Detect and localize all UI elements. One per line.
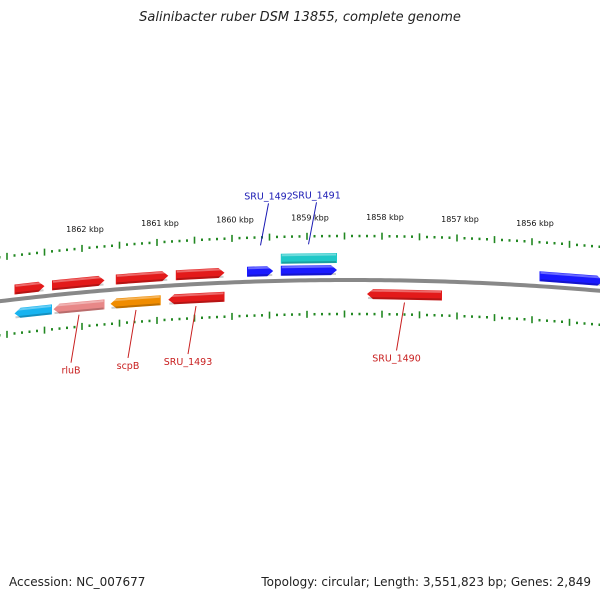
gene-shade: [116, 278, 168, 285]
gene-label-SRU_1493[interactable]: SRU_1493: [164, 357, 213, 368]
gene-highlight: [247, 266, 273, 270]
gene-arrow: [247, 266, 274, 277]
gene-shade: [54, 307, 104, 315]
gene-arrow: [115, 271, 169, 285]
gene-SRU_1490[interactable]: [367, 289, 442, 301]
scale-label: 1860 kbp: [216, 215, 254, 224]
scale-label: 1861 kbp: [141, 219, 179, 228]
gene-highlight: [15, 281, 44, 287]
gene-label-SRU_1490[interactable]: SRU_1490: [372, 354, 421, 365]
gene-shade: [281, 261, 337, 264]
gene-highlight: [52, 275, 104, 283]
scale-label: 1862 kbp: [66, 225, 104, 234]
gene-layer: [14, 253, 600, 319]
gene-highlight: [540, 271, 600, 279]
gene-scpB[interactable]: [110, 295, 161, 309]
gene-label-SRU_1491[interactable]: SRU_1491: [292, 190, 341, 201]
map-title: Salinibacter ruber DSM 13855, complete g…: [139, 10, 461, 25]
gene-highlight: [176, 268, 224, 273]
gene-feature[interactable]: [280, 265, 337, 276]
scale-label: 1856 kbp: [516, 219, 554, 228]
genome-backbone: [0, 278, 600, 304]
label-leader-line: [308, 202, 317, 245]
scale-label: 1859 kbp: [291, 213, 329, 222]
gene-highlight: [54, 299, 104, 307]
gene-rluB[interactable]: [53, 299, 105, 315]
gene-arrow: [539, 271, 600, 286]
scale-labels: 1862 kbp 1861 kbp 1860 kbp 1859 kbp 1858 kbp…: [66, 213, 554, 234]
gene-shade: [52, 283, 104, 291]
gene-feature[interactable]: [52, 275, 105, 291]
gene-SRU_1493[interactable]: [168, 291, 225, 305]
gene-shade: [15, 312, 52, 319]
scale-label: 1858 kbp: [366, 213, 404, 222]
label-leader-line: [187, 306, 197, 355]
gene-shade: [281, 273, 337, 276]
gene-arrow: [53, 299, 105, 314]
gene-shade: [247, 274, 273, 277]
label-leader-line: [70, 314, 80, 363]
gene-feature[interactable]: [539, 271, 600, 286]
gene-label-rluB[interactable]: rluB: [61, 366, 80, 377]
gene-label-layer: SRU_1492 SRU_1491 rluB scpB SRU_1493 SRU_1490: [61, 190, 420, 376]
gene-highlight: [116, 271, 168, 277]
gene-label-scpB[interactable]: scpB: [117, 361, 140, 372]
gene-highlight: [15, 304, 52, 311]
scale-ticks-top: [0, 232, 600, 260]
gene-SRU_1491[interactable]: [280, 253, 337, 264]
gene-feature[interactable]: [175, 268, 225, 281]
gene-arrow: [280, 265, 337, 276]
gene-highlight: [111, 295, 160, 302]
gene-feature[interactable]: [14, 281, 45, 295]
gene-shade: [367, 297, 442, 301]
label-leader-line: [396, 302, 405, 351]
gene-shade: [169, 299, 224, 305]
gene-shade: [111, 303, 160, 309]
scale-label: 1857 kbp: [441, 215, 479, 224]
gene-highlight: [281, 253, 337, 257]
gene-arrow: [168, 291, 225, 305]
gene-shade: [176, 275, 224, 281]
gene-arrow: [52, 275, 105, 291]
gene-highlight: [281, 265, 337, 269]
label-leader-line: [260, 203, 269, 246]
gene-arrow: [175, 268, 225, 281]
gene-shade: [540, 279, 600, 286]
gene-SRU_1492[interactable]: [247, 266, 274, 277]
gene-highlight: [169, 292, 224, 298]
gene-arrow: [367, 289, 442, 301]
gene-label-SRU_1492[interactable]: SRU_1492: [244, 191, 293, 202]
gene-arrow: [14, 281, 45, 295]
gene-arrow: [14, 304, 52, 318]
label-leader-line: [127, 309, 137, 358]
genome-summary-text: Topology: circular; Length: 3,551,823 bp…: [261, 575, 591, 589]
gene-shade: [15, 289, 44, 295]
scale-ticks-bottom: [0, 310, 600, 338]
accession-text: Accession: NC_007677: [9, 575, 146, 589]
gene-feature[interactable]: [115, 271, 169, 285]
gene-arrow: [110, 295, 161, 309]
gene-arrow: [280, 253, 337, 264]
gene-feature[interactable]: [14, 304, 53, 319]
gene-highlight: [367, 289, 442, 293]
